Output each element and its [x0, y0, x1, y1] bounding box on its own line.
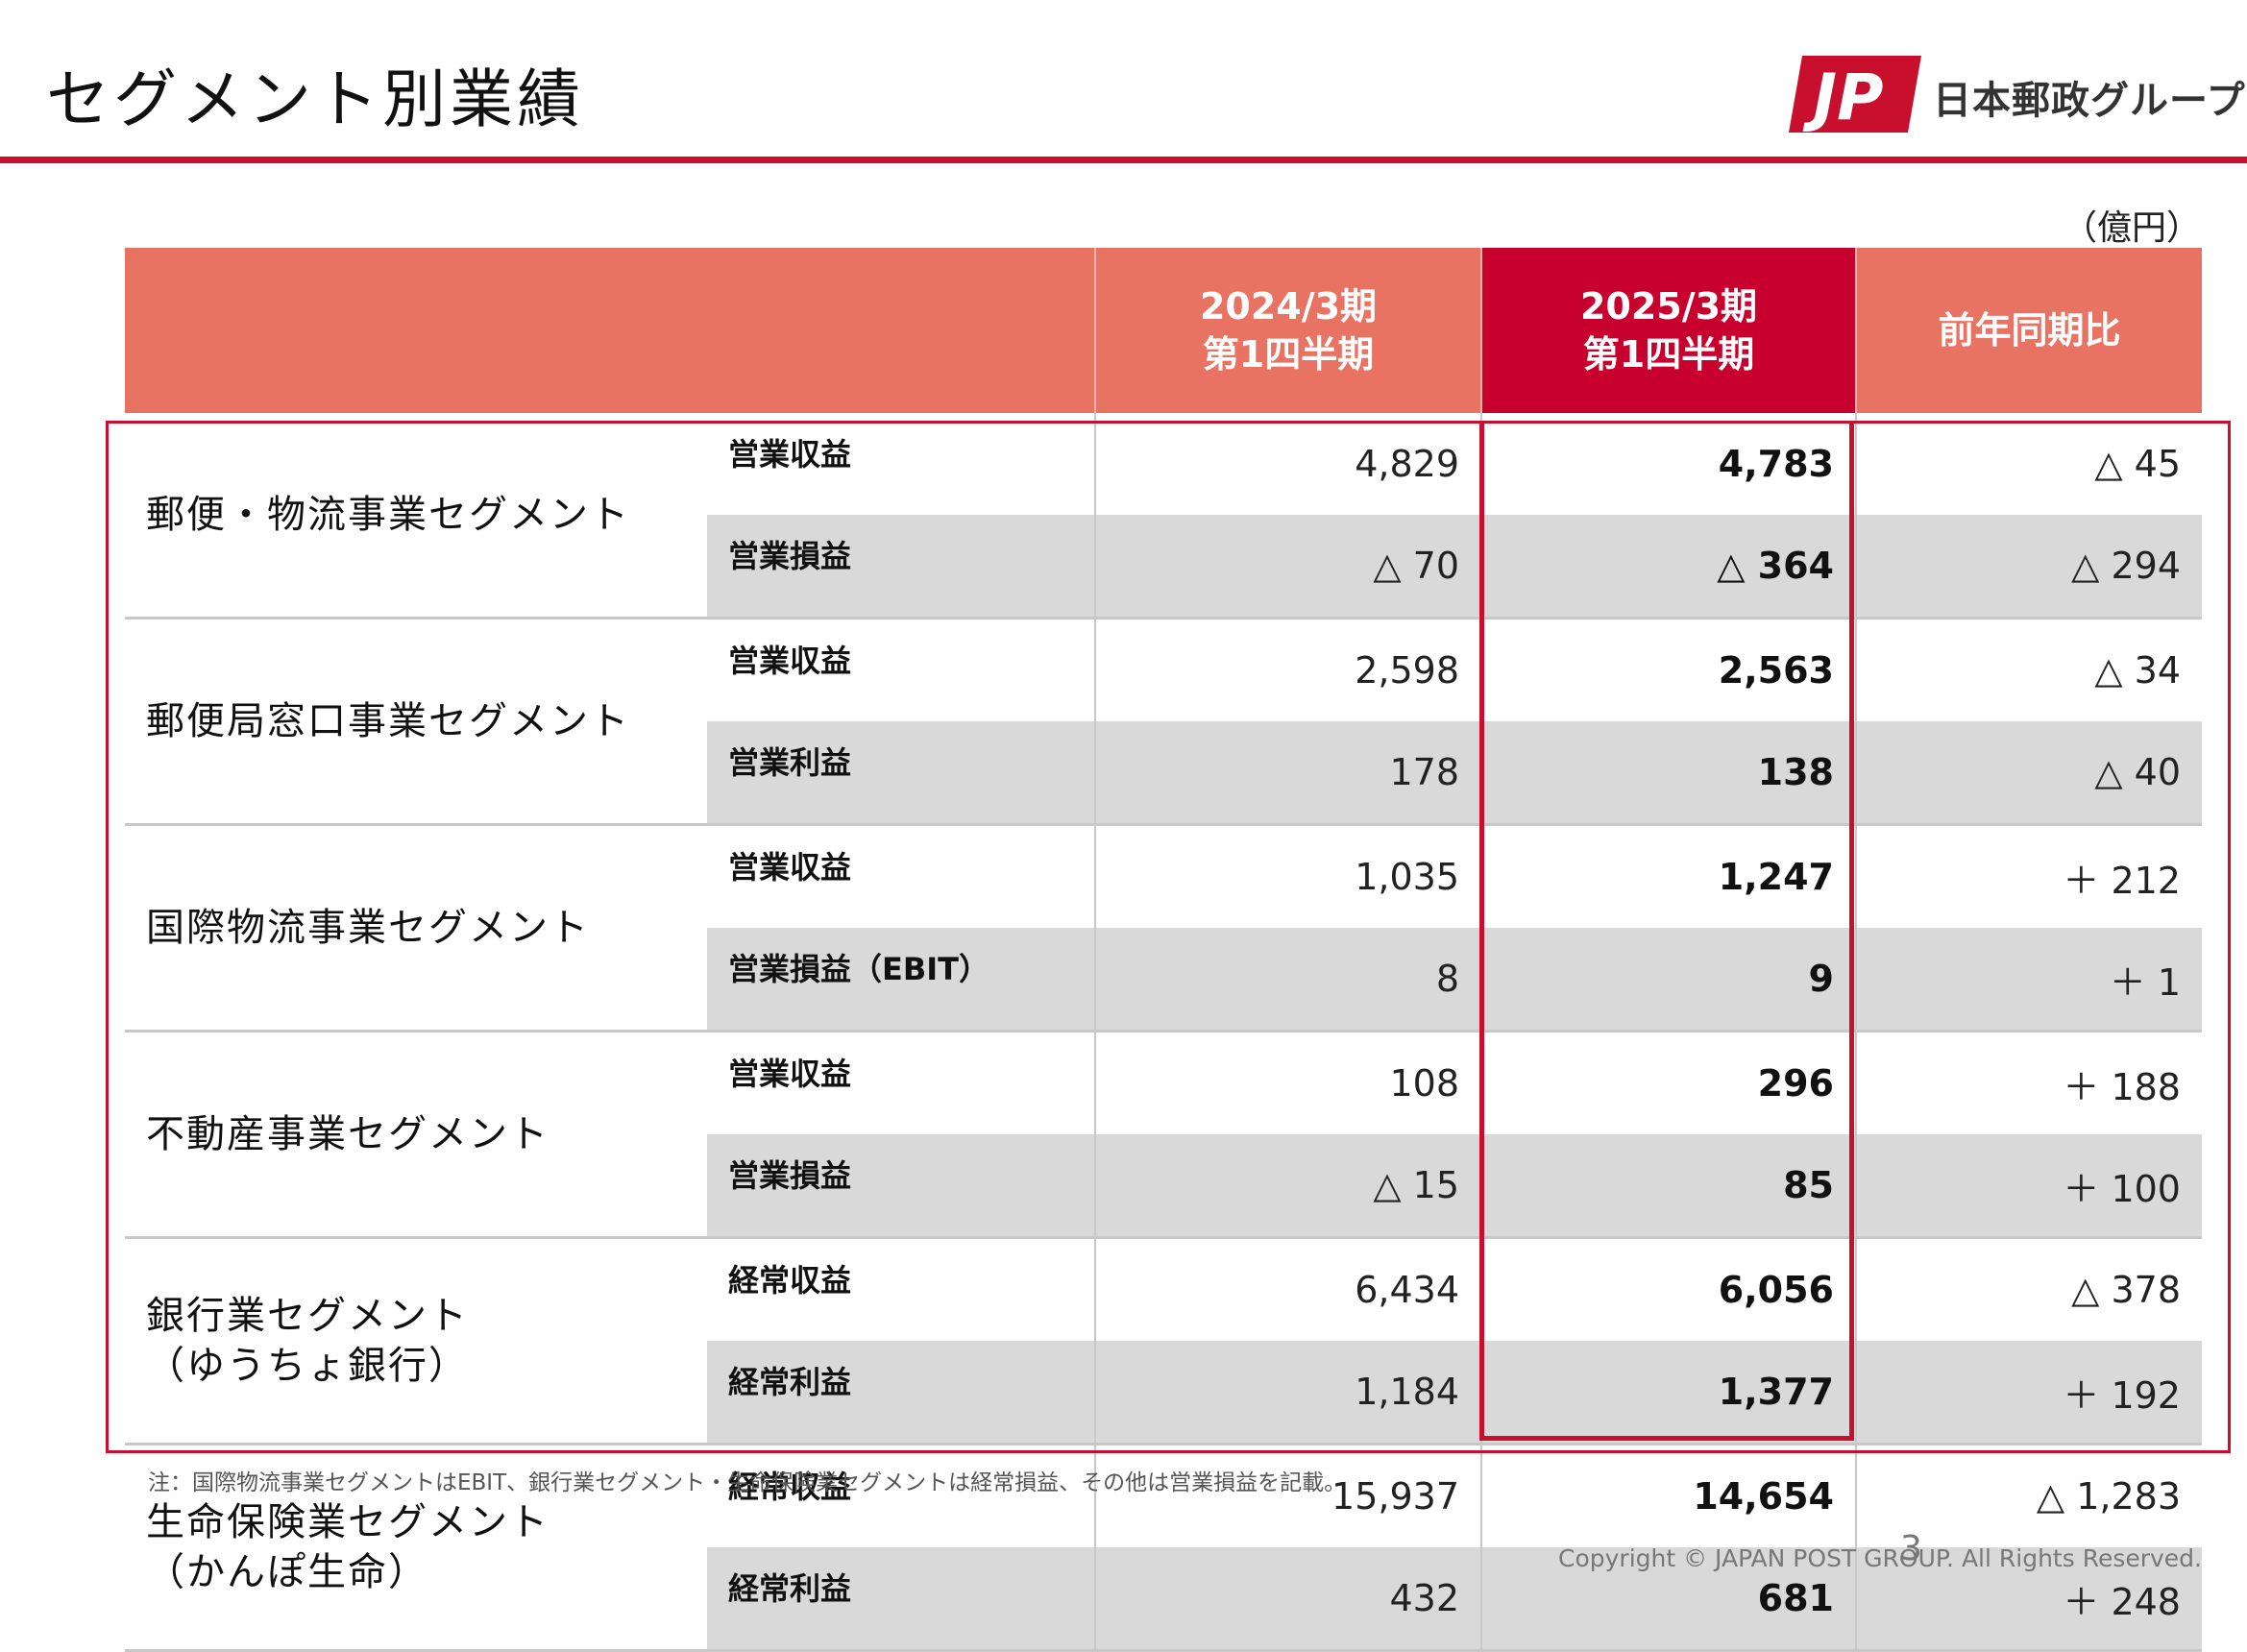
- change-value: ＋ 1: [1856, 928, 2202, 1032]
- prev-value: 1,035: [1095, 824, 1482, 928]
- table-row: 営業損益（EBIT） 8 9 ＋ 1: [125, 928, 2202, 1032]
- prev-value: △ 15: [1095, 1134, 1482, 1239]
- change-value: △ 34: [1856, 618, 2202, 721]
- table-row: 経常利益 1,184 1,377 ＋ 192: [125, 1341, 2202, 1446]
- table-row: 営業損益 △ 70 △ 364 △ 294: [125, 515, 2202, 620]
- table-row: 営業損益 △ 15 85 ＋ 100: [125, 1134, 2202, 1239]
- curr-value: 4,783: [1481, 413, 1857, 515]
- header-prev-period: 2024/3期 第1四半期: [1095, 248, 1482, 413]
- curr-value: 85: [1481, 1134, 1857, 1239]
- curr-value: 1,247: [1481, 824, 1857, 928]
- prev-value: 108: [1095, 1031, 1482, 1134]
- company-name: 日本郵政グループ: [1933, 79, 2246, 123]
- curr-value: 2,563: [1481, 618, 1857, 721]
- segment-name: 不動産事業セグメント: [125, 1031, 707, 1239]
- header-blank: [125, 248, 1096, 413]
- table-row: 不動産事業セグメント 営業収益 108 296 ＋ 188: [125, 1031, 2202, 1239]
- change-value: △ 294: [1856, 515, 2202, 620]
- table-row: 国際物流事業セグメント 営業収益 1,035 1,247 ＋ 212: [125, 824, 2202, 1032]
- metric-label: 経常利益: [707, 1547, 1096, 1652]
- prev-value: 15,937: [1095, 1444, 1482, 1547]
- change-value: △ 40: [1856, 721, 2202, 826]
- curr-value: 6,056: [1481, 1237, 1857, 1341]
- metric-label: 営業利益: [707, 721, 1096, 826]
- company-logo: JP 日本郵政グループ: [1789, 56, 2245, 133]
- metric-label: 営業損益（EBIT）: [707, 928, 1096, 1032]
- curr-value: 296: [1481, 1031, 1857, 1134]
- metric-label: 経常収益: [707, 1444, 1096, 1547]
- table-row: 営業利益 178 138 △ 40: [125, 721, 2202, 826]
- prev-value: 2,598: [1095, 618, 1482, 721]
- prev-value: △ 70: [1095, 515, 1482, 620]
- metric-label: 営業収益: [707, 413, 1096, 515]
- metric-label: 経常収益: [707, 1237, 1096, 1341]
- segment-name: 銀行業セグメント （ゆうちょ銀行）: [125, 1237, 707, 1446]
- metric-label: 営業収益: [707, 1031, 1096, 1134]
- segment-name: 国際物流事業セグメント: [125, 824, 707, 1032]
- metric-label: 営業収益: [707, 824, 1096, 928]
- table-body-outline: [106, 421, 2231, 1453]
- prev-value: 432: [1095, 1547, 1482, 1652]
- svg-text:JP: JP: [1803, 61, 1884, 133]
- table-header-row: 2024/3期 第1四半期 2025/3期 第1四半期 前年同期比: [125, 248, 2202, 413]
- header-current-period: 2025/3期 第1四半期: [1481, 248, 1857, 413]
- curr-value: 138: [1481, 721, 1857, 826]
- segment-name: 郵便・物流事業セグメント: [125, 413, 707, 620]
- metric-label: 営業収益: [707, 618, 1096, 721]
- segment-name: 郵便局窓口事業セグメント: [125, 618, 707, 826]
- metric-label: 経常利益: [707, 1341, 1096, 1446]
- table-row: 郵便・物流事業セグメント 営業収益 4,829 4,783 △ 45: [125, 413, 2202, 620]
- footnote: 注：国際物流事業セグメントはEBIT、銀行業セグメント・生命保険業セグメントは経…: [148, 1470, 1347, 1495]
- prev-value: 6,434: [1095, 1237, 1482, 1341]
- copyright: Copyright © JAPAN POST GROUP. All Rights…: [1558, 1544, 2202, 1572]
- metric-label: 営業損益: [707, 515, 1096, 620]
- page-number: 3: [1900, 1529, 1922, 1568]
- metric-label: 営業損益: [707, 1134, 1096, 1239]
- table-row: 銀行業セグメント （ゆうちょ銀行） 経常収益 6,434 6,056 △ 378: [125, 1237, 2202, 1446]
- change-value: ＋ 212: [1856, 824, 2202, 928]
- prev-value: 8: [1095, 928, 1482, 1032]
- unit-label: （億円）: [2062, 208, 2201, 248]
- curr-value: △ 364: [1481, 515, 1857, 620]
- header-yoy-change: 前年同期比: [1856, 248, 2202, 413]
- change-value: ＋ 188: [1856, 1031, 2202, 1134]
- page-title: セグメント別業績: [46, 62, 584, 136]
- prev-value: 178: [1095, 721, 1482, 826]
- prev-value: 1,184: [1095, 1341, 1482, 1446]
- change-value: △ 1,283: [1856, 1444, 2202, 1547]
- header-rule: [0, 157, 2247, 163]
- change-value: △ 378: [1856, 1237, 2202, 1341]
- curr-value: 14,654: [1481, 1444, 1857, 1547]
- change-value: △ 45: [1856, 413, 2202, 515]
- curr-value: 9: [1481, 928, 1857, 1032]
- change-value: ＋ 192: [1856, 1341, 2202, 1446]
- change-value: ＋ 100: [1856, 1134, 2202, 1239]
- current-period-highlight-outline: [1479, 423, 1854, 1441]
- jp-logo-icon: JP: [1789, 56, 1921, 133]
- curr-value: 1,377: [1481, 1341, 1857, 1446]
- prev-value: 4,829: [1095, 413, 1482, 515]
- table-row: 郵便局窓口事業セグメント 営業収益 2,598 2,563 △ 34: [125, 618, 2202, 826]
